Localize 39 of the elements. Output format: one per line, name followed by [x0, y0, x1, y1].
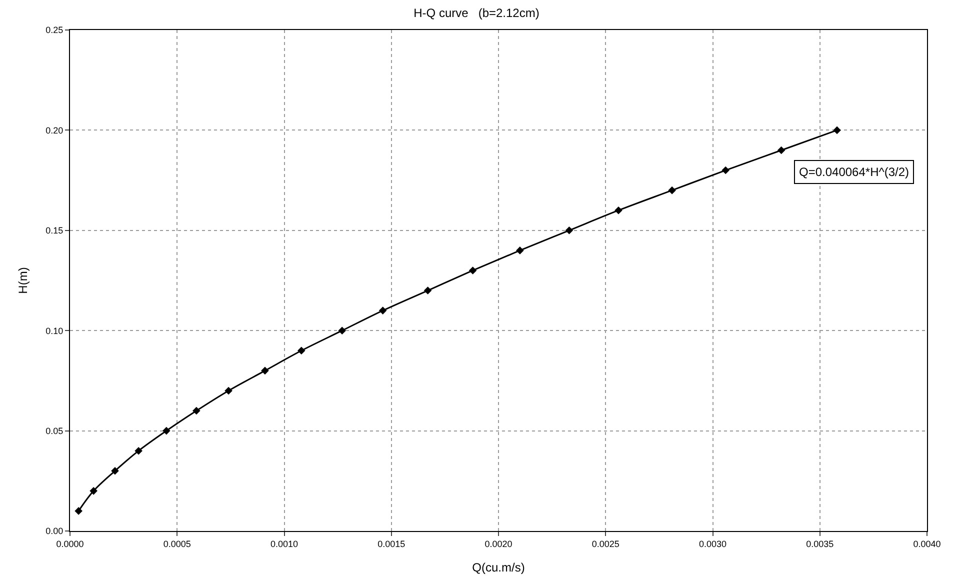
y-tick-label: 0.05 — [46, 426, 64, 436]
point — [468, 266, 477, 274]
point — [614, 206, 622, 214]
y-axis-title: H(m) — [16, 267, 30, 294]
y-tick-label: 0.00 — [46, 526, 64, 536]
x-tick-label: 0.0040 — [913, 538, 941, 549]
y-tick-label: 0.25 — [46, 25, 64, 36]
x-tick-label: 0.0025 — [592, 538, 620, 549]
point — [565, 226, 574, 234]
point — [261, 366, 269, 375]
x-tick-label: 0.0030 — [698, 538, 727, 549]
point — [74, 507, 82, 515]
x-tick-label: 0.0010 — [270, 538, 298, 549]
point — [668, 186, 676, 194]
point — [378, 306, 387, 314]
x-tick-label: 0.0035 — [806, 538, 834, 549]
x-tick-label: 0.0015 — [378, 538, 406, 549]
x-tick-label: 0.0020 — [484, 538, 512, 549]
point — [111, 466, 119, 475]
x-axis-title: Q(cu.m/s) — [472, 560, 525, 575]
point — [424, 286, 432, 294]
point — [134, 446, 142, 455]
point — [192, 406, 200, 415]
point — [722, 166, 730, 174]
point — [162, 426, 170, 435]
x-tick-label: 0.0000 — [56, 538, 84, 549]
point — [90, 487, 98, 495]
chart-title: H-Q curve (b=2.12cm) — [414, 6, 540, 20]
point — [297, 346, 306, 355]
y-tick-label: 0.10 — [46, 326, 64, 336]
point — [833, 126, 841, 134]
point — [338, 326, 346, 334]
y-tick-label: 0.20 — [46, 125, 64, 136]
point — [516, 246, 524, 254]
point — [777, 146, 786, 154]
y-tick-label: 0.15 — [46, 226, 64, 236]
annotation: Q=0.040064*H^(3/2) — [799, 165, 910, 179]
point — [224, 386, 232, 395]
x-tick-label: 0.0005 — [163, 538, 191, 549]
